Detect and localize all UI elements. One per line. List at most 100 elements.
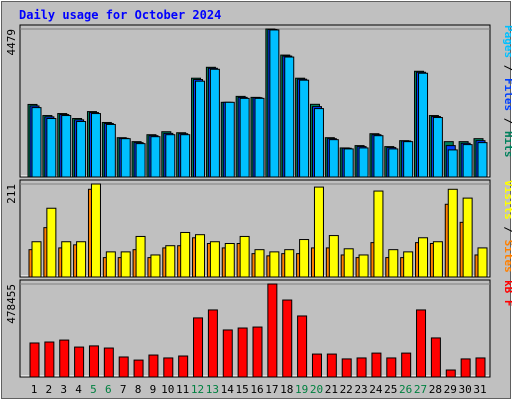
- x-tick-label: 30: [459, 383, 472, 396]
- bar: [74, 346, 85, 378]
- bar: [326, 353, 337, 378]
- bar: [297, 315, 308, 378]
- bar: [401, 352, 412, 378]
- bar: [237, 327, 248, 378]
- bar: [90, 113, 101, 178]
- bar: [165, 134, 176, 178]
- bar: [418, 237, 429, 278]
- bar: [416, 309, 427, 378]
- y-tick-label: 211: [5, 184, 18, 204]
- bar: [343, 148, 354, 178]
- x-tick-label: 25: [384, 383, 397, 396]
- x-tick-label: 27: [414, 383, 427, 396]
- bar: [61, 241, 72, 278]
- bar: [477, 142, 488, 178]
- bar: [284, 56, 295, 178]
- x-tick-label: 20: [310, 383, 323, 396]
- bar: [284, 249, 295, 278]
- bar: [475, 357, 486, 378]
- bar: [29, 342, 40, 378]
- bar: [163, 357, 174, 378]
- x-tick-label: 19: [295, 383, 308, 396]
- bar: [120, 251, 131, 278]
- bar: [269, 29, 280, 178]
- bar: [252, 326, 263, 378]
- bar: [358, 254, 369, 278]
- bar: [371, 352, 382, 378]
- x-tick-label: 22: [340, 383, 353, 396]
- x-tick-label: 17: [265, 383, 278, 396]
- bar: [373, 190, 384, 278]
- bar: [222, 329, 233, 378]
- bar: [224, 101, 235, 178]
- bar: [103, 347, 114, 378]
- bar: [299, 239, 310, 278]
- bar: [105, 251, 116, 278]
- x-tick-label: 6: [105, 383, 112, 396]
- legend: Visits / Sites: [502, 180, 512, 273]
- x-tick-label: 18: [280, 383, 293, 396]
- x-tick-label: 9: [150, 383, 157, 396]
- bar: [120, 138, 131, 178]
- x-tick-label: 2: [46, 383, 53, 396]
- legend-entry: kB F: [502, 280, 512, 307]
- legend: Pages / Files / Hits: [502, 25, 512, 158]
- x-tick-label: 23: [354, 383, 367, 396]
- bar: [388, 249, 399, 278]
- bar: [343, 248, 354, 278]
- bar: [59, 339, 70, 378]
- x-tick-label: 16: [250, 383, 263, 396]
- bar: [462, 144, 473, 178]
- bar: [76, 120, 87, 178]
- bar: [150, 136, 161, 178]
- bar: [44, 341, 55, 378]
- bar: [193, 317, 204, 378]
- legend-entry: Visits: [502, 180, 512, 220]
- bar: [105, 123, 116, 178]
- x-tick-label: 11: [176, 383, 189, 396]
- bar: [299, 79, 310, 178]
- bar: [135, 143, 146, 178]
- legend-separator: /: [502, 58, 512, 78]
- chart-title: Daily usage for October 2024: [19, 8, 221, 22]
- bar: [313, 186, 324, 278]
- x-tick-label: 10: [161, 383, 174, 396]
- bar: [341, 358, 352, 378]
- bar: [133, 359, 144, 378]
- x-tick-label: 4: [75, 383, 82, 396]
- x-tick-label: 12: [191, 383, 204, 396]
- bar: [445, 369, 456, 378]
- bar: [254, 97, 265, 178]
- x-tick-label: 13: [206, 383, 219, 396]
- bar: [418, 72, 429, 178]
- x-tick-label: 8: [135, 383, 142, 396]
- bar: [311, 353, 322, 378]
- bar: [447, 188, 458, 278]
- x-tick-label: 29: [444, 383, 457, 396]
- bar: [358, 147, 369, 178]
- bar: [207, 309, 218, 378]
- bar: [430, 337, 441, 378]
- bar: [224, 243, 235, 278]
- bar: [477, 247, 488, 278]
- bar: [209, 241, 220, 278]
- bar: [373, 135, 384, 178]
- bar: [46, 207, 57, 278]
- bar: [328, 139, 339, 178]
- x-tick-label: 15: [236, 383, 249, 396]
- bar: [328, 235, 339, 278]
- bar: [46, 118, 57, 178]
- bar: [447, 149, 458, 178]
- x-tick-label: 7: [120, 383, 127, 396]
- bar: [178, 355, 189, 378]
- bar: [135, 235, 146, 278]
- legend: kB F: [502, 280, 512, 307]
- bar: [254, 249, 265, 278]
- bar: [195, 234, 206, 278]
- bar: [148, 354, 159, 378]
- bar: [432, 241, 443, 278]
- bar: [31, 107, 42, 178]
- legend-entry: Pages: [502, 25, 512, 58]
